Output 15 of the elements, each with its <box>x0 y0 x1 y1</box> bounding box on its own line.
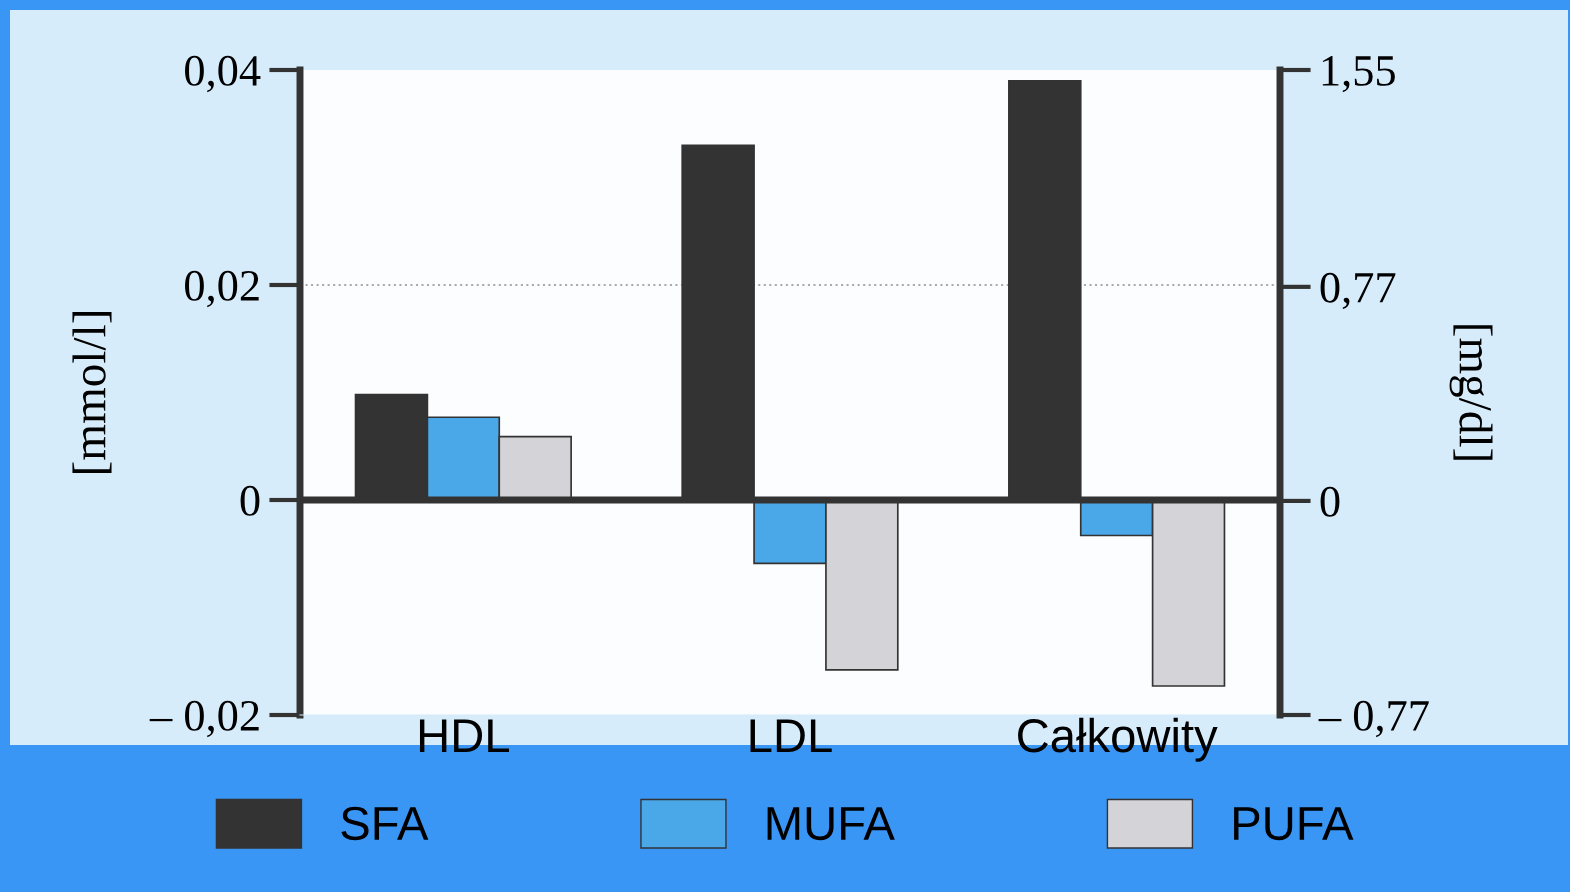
y-tick-label: 0,04 <box>185 55 261 93</box>
y-tick-label: 0,02 <box>185 270 259 308</box>
y2-tick-label: – 0,77 <box>1318 700 1429 738</box>
legend-label: SFA <box>341 806 429 841</box>
y2-tick-label: 1,55 <box>1322 56 1395 93</box>
legend-label: MUFA <box>767 807 895 841</box>
x-tick-label: LDL <box>750 719 832 752</box>
legend-label: PUFA <box>1234 807 1354 841</box>
y-tick-label: 0 <box>240 485 260 516</box>
y2-tick-label: 0,77 <box>1320 272 1396 310</box>
y2-axis-title: [mg/dl] <box>1449 325 1493 460</box>
x-tick-label: HDL <box>419 719 509 752</box>
y-axis-title: [mmol/l] <box>72 312 112 473</box>
y2-tick-label: 0 <box>1320 486 1340 517</box>
y-tick-label: – 0,02 <box>149 700 259 738</box>
